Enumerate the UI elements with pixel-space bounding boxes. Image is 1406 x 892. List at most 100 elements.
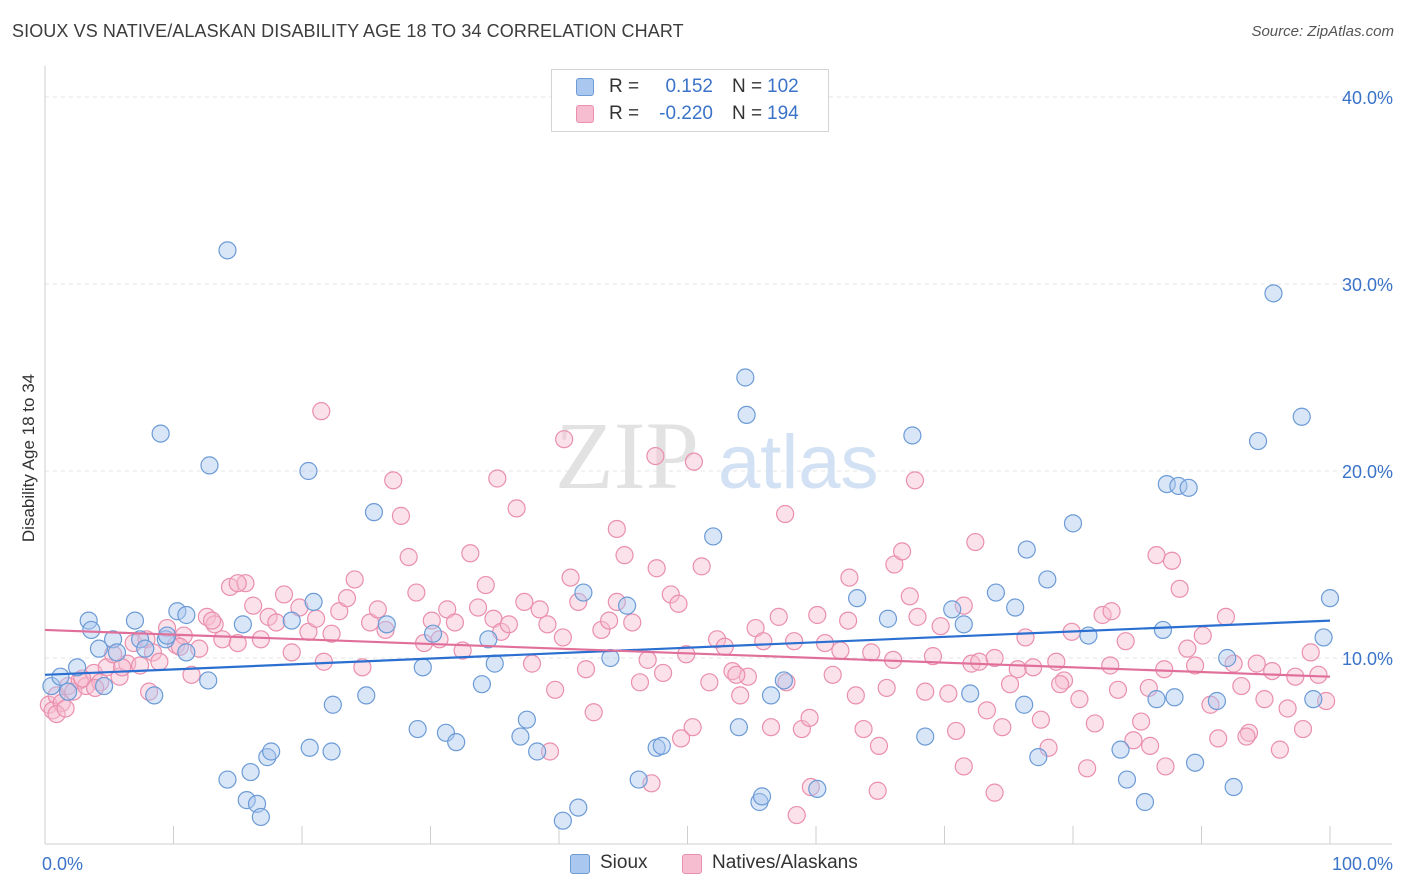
native-point <box>307 609 326 628</box>
native-trend-line <box>44 628 1331 678</box>
watermark-atlas: atlas <box>718 420 879 505</box>
sioux-point <box>89 639 109 658</box>
native-point <box>282 643 301 662</box>
native-point <box>1116 632 1135 651</box>
sioux-point <box>300 738 319 757</box>
sioux-point <box>736 368 755 387</box>
native-point <box>1156 757 1175 776</box>
sioux-point <box>436 723 456 742</box>
sioux-point <box>107 643 127 662</box>
native-point <box>1278 699 1297 718</box>
native-point <box>692 557 711 576</box>
sioux-point <box>218 241 237 260</box>
native-point <box>683 718 702 737</box>
sioux-point <box>1135 792 1155 812</box>
native-point <box>785 632 804 651</box>
native-point <box>468 598 488 617</box>
native-point <box>1140 736 1160 755</box>
native-point <box>839 611 858 630</box>
sioux-point <box>168 602 187 621</box>
sioux-point <box>237 791 256 810</box>
source-credit: Source: ZipAtlas.com <box>1251 23 1394 40</box>
native-point <box>1155 660 1174 679</box>
native-point <box>868 781 887 800</box>
sioux-point <box>1207 691 1227 711</box>
native-point <box>228 633 247 653</box>
native-point <box>422 611 441 630</box>
natives-legend-swatch <box>682 854 702 874</box>
native-point <box>376 620 395 640</box>
legend-n-label: N = <box>732 103 763 124</box>
native-point <box>1193 626 1212 645</box>
native-point <box>507 499 526 518</box>
native-point <box>823 665 842 684</box>
sioux-point <box>82 620 101 640</box>
native-point <box>684 452 704 471</box>
y-tick-label: 20.0% <box>1342 462 1393 482</box>
native-point <box>939 684 958 703</box>
native-point <box>647 559 666 578</box>
sioux-point <box>357 686 376 705</box>
sioux-point <box>1015 695 1034 714</box>
native-point <box>1301 643 1320 662</box>
native-point <box>488 469 507 488</box>
sioux-point <box>878 609 898 628</box>
native-point <box>345 570 364 589</box>
native-point <box>1008 660 1027 679</box>
sioux-point <box>485 654 504 673</box>
x-tick-label: 0.0% <box>42 854 83 874</box>
sioux-point <box>1117 770 1137 789</box>
native-point <box>738 667 757 686</box>
native-point <box>137 630 156 649</box>
sioux-point <box>377 615 396 634</box>
native-point <box>1078 759 1097 778</box>
native-point <box>47 704 66 724</box>
native-point <box>515 592 534 612</box>
native-point <box>56 699 75 718</box>
native-point <box>1237 727 1256 746</box>
native-point <box>669 594 688 613</box>
sioux-point <box>447 733 466 752</box>
sioux-point <box>177 643 196 662</box>
native-point <box>671 729 691 748</box>
native-point <box>499 615 518 634</box>
sioux-point <box>986 583 1006 602</box>
sioux-point <box>618 596 637 615</box>
legend-n-value: 102 <box>767 76 799 97</box>
sioux-point <box>125 611 145 630</box>
native-point <box>966 532 985 552</box>
sioux-point <box>1224 777 1243 797</box>
native-point <box>630 673 650 692</box>
native-point <box>977 701 997 720</box>
sioux-point <box>1157 474 1176 494</box>
native-point <box>461 544 480 563</box>
legend-r-label: R = <box>609 103 640 124</box>
native-point <box>776 504 795 524</box>
native-point <box>877 678 896 698</box>
native-point <box>540 742 560 761</box>
sioux-point <box>1153 620 1173 640</box>
legend-row-natives: R = -0.220 N = 194 <box>552 103 828 127</box>
native-point <box>236 574 255 593</box>
native-point <box>1093 605 1112 625</box>
native-point <box>391 506 411 525</box>
y-tick-label: 10.0% <box>1342 649 1393 669</box>
sioux-point <box>413 658 432 677</box>
native-point <box>337 589 357 608</box>
watermark-zip: ZIP <box>555 402 699 509</box>
sioux-point <box>145 686 164 705</box>
native-point <box>182 665 201 684</box>
sioux-point <box>553 811 572 830</box>
sioux-point <box>479 630 498 649</box>
native-point <box>555 430 574 449</box>
sioux-point <box>282 611 301 630</box>
native-point <box>576 660 596 679</box>
native-point <box>900 587 919 606</box>
native-point <box>1085 714 1104 733</box>
native-point <box>1170 579 1189 598</box>
native-point <box>384 471 403 490</box>
native-point <box>1039 738 1058 757</box>
native-points <box>39 402 1336 825</box>
native-point <box>368 600 387 619</box>
sioux-point <box>364 503 384 522</box>
